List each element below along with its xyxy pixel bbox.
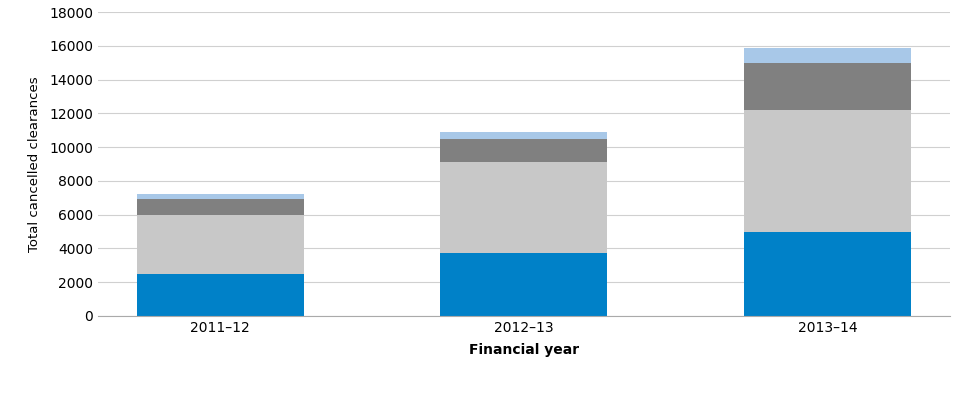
Bar <box>743 110 910 232</box>
Bar <box>137 215 303 274</box>
Bar <box>137 274 303 316</box>
Bar <box>743 47 910 63</box>
Bar <box>440 132 606 139</box>
Bar <box>440 253 606 316</box>
Bar <box>137 194 303 199</box>
Bar <box>137 200 303 215</box>
Bar <box>440 162 606 253</box>
Y-axis label: Total cancelled clearances: Total cancelled clearances <box>27 76 41 252</box>
Bar <box>743 232 910 316</box>
X-axis label: Financial year: Financial year <box>468 343 578 357</box>
Bar <box>743 63 910 110</box>
Bar <box>440 139 606 162</box>
